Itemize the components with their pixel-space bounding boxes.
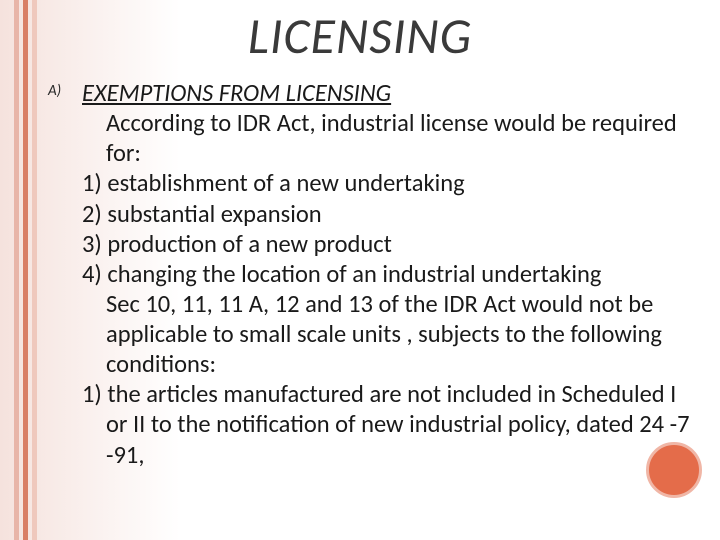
item-1-1: 1) establishment of a new undertaking xyxy=(82,168,690,198)
list-marker-a: A) xyxy=(48,82,61,100)
stripe-2 xyxy=(23,0,28,540)
item-1-3: 3) production of a new product xyxy=(82,229,690,259)
body-text: EXEMPTIONS FROM LICENSING According to I… xyxy=(82,78,690,470)
slide-title: LICENSING xyxy=(0,6,720,67)
decorative-circle-icon xyxy=(646,442,702,498)
content-block: A) EXEMPTIONS FROM LICENSING According t… xyxy=(48,78,690,470)
intro-line: According to IDR Act, industrial license… xyxy=(82,108,690,168)
item-1-4: 4) changing the location of an industria… xyxy=(82,259,690,289)
item-2-1: 1) the articles manufactured are not inc… xyxy=(82,379,690,469)
left-accent-stripes xyxy=(14,0,37,540)
stripe-3 xyxy=(32,0,37,540)
item-1-2: 2) substantial expansion xyxy=(82,199,690,229)
subheading: EXEMPTIONS FROM LICENSING xyxy=(82,78,690,108)
sec-note: Sec 10, 11, 11 A, 12 and 13 of the IDR A… xyxy=(82,289,690,379)
stripe-1 xyxy=(14,0,19,540)
slide: LICENSING A) EXEMPTIONS FROM LICENSING A… xyxy=(0,0,720,540)
